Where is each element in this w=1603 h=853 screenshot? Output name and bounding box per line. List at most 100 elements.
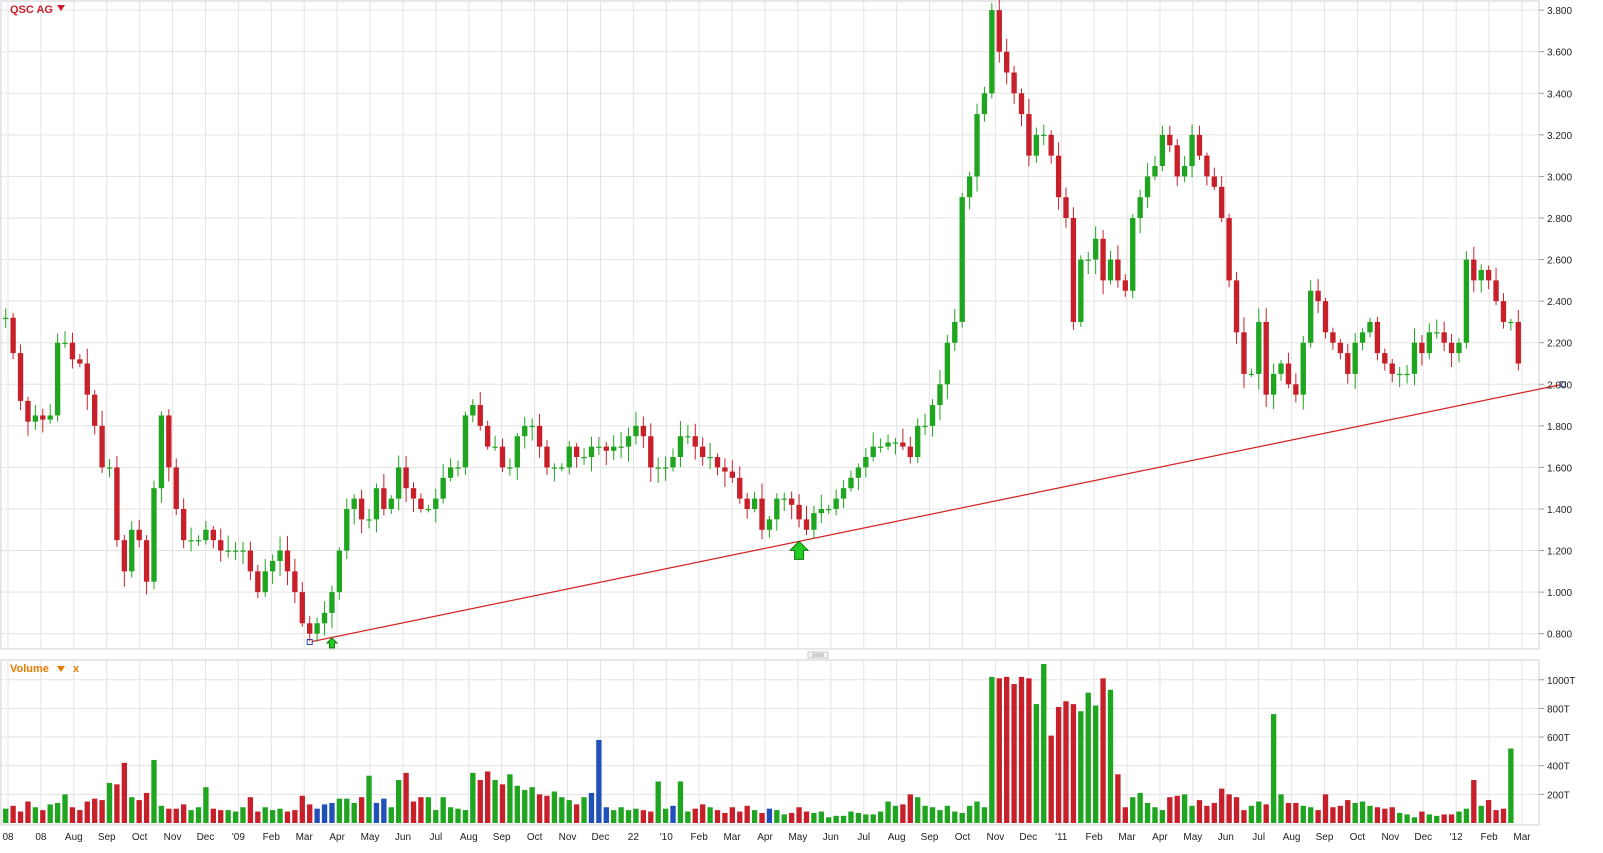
volume-bar[interactable] [269,810,276,823]
candle[interactable] [1389,359,1395,383]
candle[interactable] [1137,189,1143,234]
volume-bar[interactable] [915,797,921,823]
candle[interactable] [1100,230,1106,295]
volume-bar[interactable] [707,807,713,823]
candle[interactable] [351,494,357,525]
volume-bar[interactable] [1070,704,1077,823]
candle[interactable] [1048,130,1054,164]
volume-bar[interactable] [1041,664,1047,823]
volume-bar[interactable] [944,805,951,823]
candle[interactable] [966,171,973,210]
candle[interactable] [462,411,469,475]
volume-bar[interactable] [1434,815,1440,823]
candle[interactable] [581,448,587,465]
candle[interactable] [959,193,965,328]
volume-bar[interactable] [1048,735,1054,823]
candle[interactable] [929,399,936,437]
candle[interactable] [937,370,943,420]
volume-bar[interactable] [1448,814,1455,823]
volume-bar[interactable] [952,811,958,823]
volume-bar[interactable] [1404,814,1410,823]
volume-bar[interactable] [648,811,654,823]
candle[interactable] [1181,155,1188,183]
candle[interactable] [1018,88,1025,127]
volume-bar[interactable] [344,798,350,823]
volume-bar[interactable] [1345,800,1351,823]
volume-bar[interactable] [366,775,372,823]
volume-bar[interactable] [307,804,313,823]
volume-bar[interactable] [92,798,98,823]
candle[interactable] [788,491,795,520]
volume-bar[interactable] [507,774,513,823]
volume-bar[interactable] [396,780,402,823]
volume-bar[interactable] [737,811,743,823]
volume-bar[interactable] [788,812,795,823]
volume-bar[interactable] [225,810,231,823]
volume-bar[interactable] [1308,807,1314,823]
volume-bar[interactable] [818,811,824,823]
candle[interactable] [433,488,439,523]
volume-bar[interactable] [1396,812,1403,823]
volume-bar[interactable] [1033,704,1040,823]
candle[interactable] [166,409,172,482]
candle[interactable] [114,455,120,547]
candle[interactable] [625,427,632,462]
volume-bar[interactable] [1078,711,1084,823]
volume-bar[interactable] [32,807,39,823]
candle[interactable] [1367,317,1373,338]
volume-bar[interactable] [1085,692,1091,823]
candle[interactable] [1270,363,1277,410]
buy-signal-arrow-icon[interactable] [325,637,339,649]
candle[interactable] [685,424,691,445]
volume-bar[interactable] [907,794,913,823]
volume-bar[interactable] [410,801,417,823]
candle[interactable] [796,494,802,528]
volume-bar[interactable] [863,814,869,823]
volume-bar[interactable] [84,801,90,823]
volume-bar[interactable] [892,805,899,823]
trendline-handle[interactable] [1559,381,1566,388]
candle[interactable] [1485,265,1492,290]
candle[interactable] [1352,333,1358,389]
candle[interactable] [455,460,461,477]
candle[interactable] [69,332,76,369]
candle[interactable] [396,455,402,511]
instrument-label[interactable]: QSC AG [10,4,53,16]
volume-bar[interactable] [1315,810,1321,823]
candle[interactable] [670,448,676,472]
candle[interactable] [885,434,891,451]
volume-bar[interactable] [1463,808,1470,823]
volume-bar[interactable] [1419,811,1425,823]
candle[interactable] [284,535,291,586]
volume-bar[interactable] [1241,810,1247,823]
volume-bar[interactable] [840,815,847,823]
volume-bar[interactable] [596,739,602,823]
candle[interactable] [388,495,394,515]
volume-bar[interactable] [937,810,943,823]
volume-bar[interactable] [618,807,624,823]
candle[interactable] [803,505,810,536]
candle[interactable] [522,417,528,449]
volume-bar[interactable] [1196,800,1203,823]
candle[interactable] [492,435,498,451]
volume-bar[interactable] [203,787,209,823]
candle[interactable] [544,440,550,476]
candle[interactable] [774,493,780,531]
candle[interactable] [1330,327,1336,350]
candle[interactable] [1063,187,1069,228]
candle[interactable] [1308,280,1314,348]
volume-bar[interactable] [796,807,802,823]
candle[interactable] [877,438,884,453]
volume-bar[interactable] [129,797,135,823]
volume-bar[interactable] [1500,808,1507,823]
candle[interactable] [1441,321,1447,352]
candle[interactable] [892,437,899,455]
volume-bar[interactable] [1256,801,1262,823]
volume-bar[interactable] [581,797,587,823]
candle[interactable] [262,558,268,597]
candle[interactable] [603,442,609,466]
candle[interactable] [952,308,958,351]
volume-bar[interactable] [403,772,409,823]
candle[interactable] [737,466,743,504]
candle[interactable] [54,333,61,422]
